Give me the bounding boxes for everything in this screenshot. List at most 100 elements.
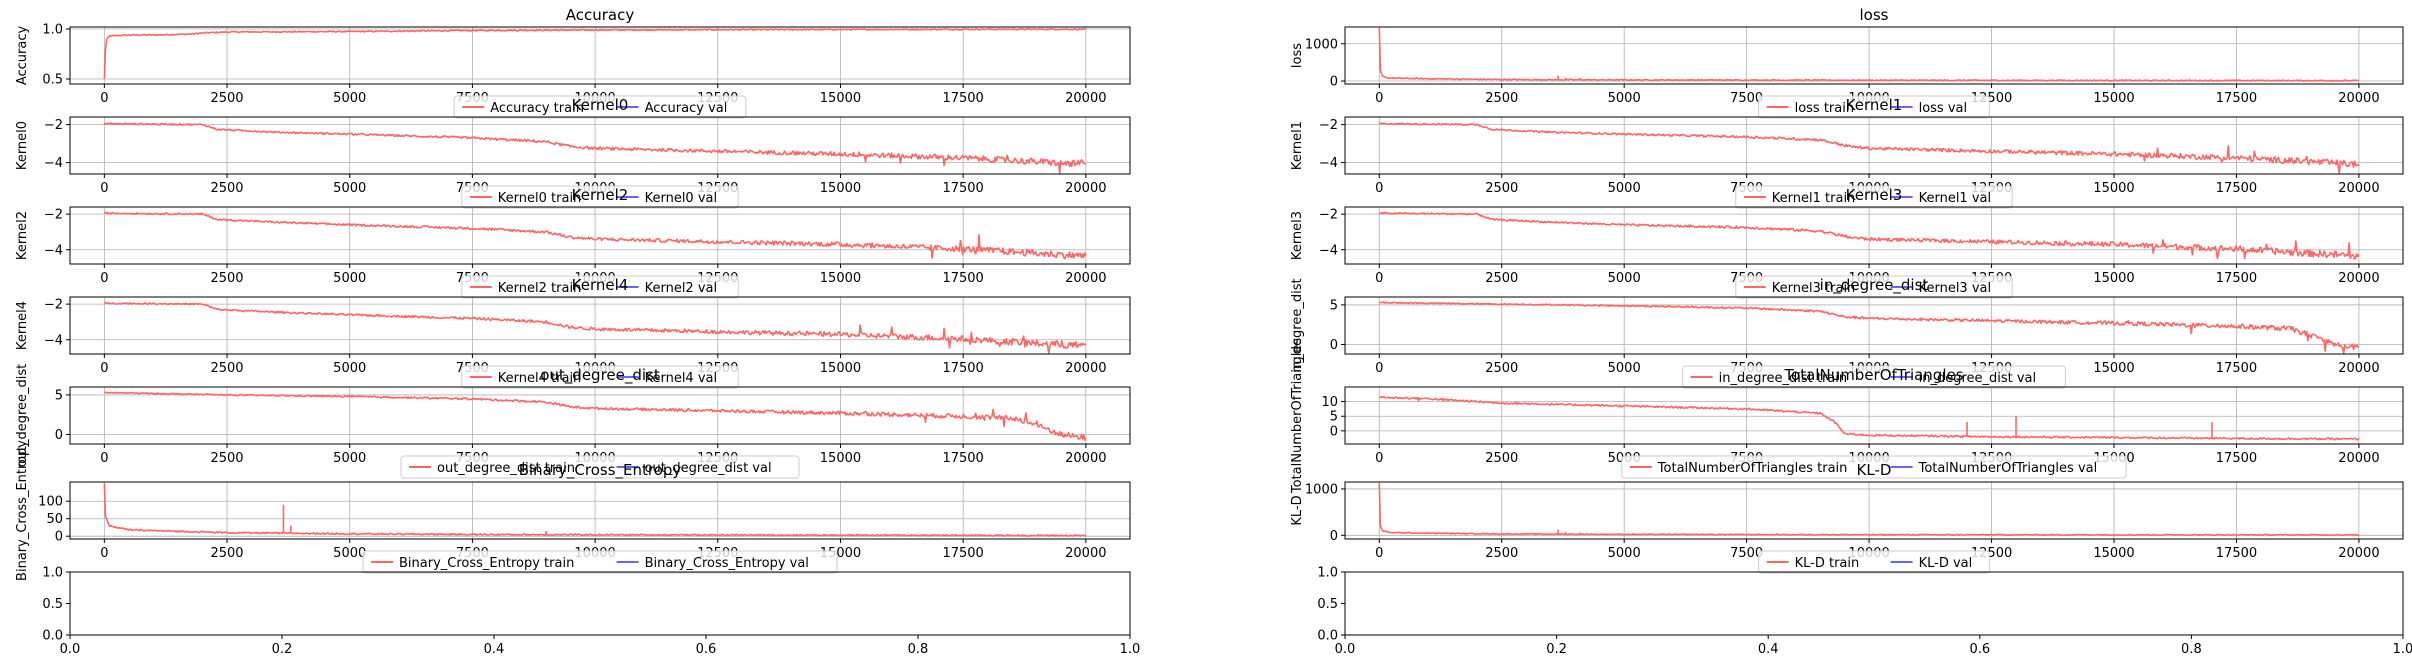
x-tick-label: 0.0 (60, 642, 81, 657)
y-tick-label: 0 (1330, 529, 1338, 544)
legend: in_degree_dist train in_degree_dist val (1682, 365, 2066, 389)
series-line-TotalNumberOfTriangles-train (1379, 395, 2360, 441)
x-tick-label: 17500 (2216, 361, 2257, 376)
series-line-Kernel1-train (1378, 122, 2360, 174)
legend: out_degree_dist train out_degree_dist val (400, 455, 800, 479)
y-tick-label: 5 (1330, 298, 1338, 313)
y-tick-label: 1.0 (42, 566, 63, 581)
subplot-11: 0250050007500100001250015000175002000001… (1290, 461, 2404, 574)
y-tick-label: 50 (46, 512, 63, 527)
x-tick-label: 15000 (820, 91, 861, 106)
legend: KL-D train KL-D val (1758, 550, 1990, 574)
x-tick-label: 0 (100, 546, 108, 561)
series-line-Kernel2-train (104, 211, 1087, 260)
x-tick-label: 5000 (333, 91, 366, 106)
x-tick-label: 0 (100, 451, 108, 466)
x-tick-label: 5000 (1608, 271, 1641, 286)
y-tick-label: 0.5 (1317, 597, 1338, 612)
subplot-title: loss (1860, 6, 1889, 24)
subplot-2: 02500500075001000012500150001750020000−4… (15, 96, 1131, 209)
y-tick-label: −4 (44, 243, 63, 258)
x-tick-label: 17500 (942, 451, 983, 466)
axes-frame (69, 206, 1131, 265)
x-tick-label: 2500 (1485, 91, 1518, 106)
subplot-title: Kernel4 (572, 276, 629, 294)
legend-entry: Kernel0 train (498, 191, 582, 206)
subplot-title: Kernel2 (572, 186, 629, 204)
legend-box (1758, 95, 1990, 119)
x-tick-label: 20000 (2338, 451, 2379, 466)
legend-entry: loss val (1919, 101, 1968, 116)
subplot-9: 0250050007500100001250015000175002000005… (1290, 338, 2404, 494)
x-tick-label: 2500 (210, 546, 243, 561)
axes-frame (1344, 481, 2404, 540)
legend-entry: KL-D val (1919, 556, 1973, 571)
x-tick-label: 20000 (2338, 546, 2379, 561)
y-tick-label: 0 (1330, 338, 1338, 353)
x-tick-label: 15000 (2093, 271, 2134, 286)
x-tick-label: 20000 (1065, 546, 1106, 561)
y-axis-label: Binary_Cross_Entropy (15, 440, 30, 581)
y-axis-label: Kernel2 (15, 211, 30, 260)
x-tick-label: 20000 (2338, 361, 2379, 376)
x-tick-label: 20000 (1065, 271, 1106, 286)
x-tick-label: 17500 (942, 546, 983, 561)
x-tick-label: 0 (1375, 181, 1383, 196)
y-axis-label: Accuracy (15, 26, 30, 86)
y-tick-label: −2 (44, 118, 63, 133)
subplot-12: 0.0 0.2 0.4 0.6 0.8 1.0 0.0 0.5 1.0 (42, 566, 1140, 658)
x-tick-label: 5000 (333, 271, 366, 286)
axes-frame (1344, 116, 2404, 175)
series-line-in_degree_dist-train (1379, 301, 2360, 354)
legend-box (1735, 185, 2013, 209)
series-line-Kernel4-train (104, 301, 1087, 354)
x-tick-label: 2500 (1485, 546, 1518, 561)
subplot-13: 0.0 0.2 0.4 0.6 0.8 1.0 0.0 0.5 1.0 (1317, 566, 2412, 658)
x-tick-label: 0.8 (908, 642, 929, 657)
x-tick-label: 15000 (2093, 181, 2134, 196)
legend-entry: KL-D train (1795, 556, 1860, 571)
subplot-title: Kernel0 (572, 96, 629, 114)
subplot-6: 02500500075001000012500150001750020000−4… (15, 276, 1131, 389)
y-tick-label: −4 (44, 156, 63, 171)
x-tick-label: 7500 (1730, 91, 1763, 106)
legend-box (461, 185, 739, 209)
y-tick-label: 0.0 (1317, 629, 1338, 644)
x-tick-label: 5000 (333, 181, 366, 196)
legend-entry: Kernel4 train (498, 371, 582, 386)
legend: Kernel2 train Kernel2 val (461, 275, 739, 299)
legend-box (362, 550, 838, 574)
subplot-4: 02500500075001000012500150001750020000−4… (15, 186, 1131, 299)
y-tick-label: −4 (1319, 156, 1338, 171)
x-tick-label: 20000 (1065, 361, 1106, 376)
x-tick-label: 17500 (2216, 451, 2257, 466)
x-tick-label: 17500 (942, 271, 983, 286)
legend-entry: Kernel2 val (645, 281, 718, 296)
x-tick-label: 17500 (942, 181, 983, 196)
legend: Kernel4 train Kernel4 val (461, 365, 739, 389)
y-axis-label: Kernel4 (15, 301, 30, 350)
y-tick-label: −2 (1319, 118, 1338, 133)
legend-entry: Accuracy train (490, 101, 584, 116)
legend-entry: Kernel0 val (645, 191, 718, 206)
y-tick-label: 0 (1330, 75, 1338, 90)
x-tick-label: 15000 (820, 361, 861, 376)
series-line-Binary_Cross_Entropy-train (103, 483, 1087, 537)
subplot-title: KL-D (1857, 461, 1892, 479)
axes-frame (1344, 571, 2404, 636)
subplot-3: 02500500075001000012500150001750020000−4… (1290, 96, 2404, 209)
x-tick-label: 0 (100, 361, 108, 376)
y-tick-label: 0 (55, 530, 63, 545)
series-line-out_degree_dist-train (104, 391, 1087, 441)
subplot-5: 02500500075001000012500150001750020000−4… (1290, 186, 2404, 299)
x-tick-label: 0.8 (2181, 642, 2202, 657)
subplot-7: 0250050007500100001250015000175002000005… (1290, 276, 2404, 389)
legend-box (453, 95, 747, 119)
y-tick-label: 0.5 (42, 73, 63, 88)
legend: TotalNumberOfTriangles train TotalNumberO… (1621, 455, 2127, 479)
series-line-Kernel3-train (1378, 211, 2360, 260)
subplot-title: Accuracy (566, 6, 635, 24)
y-tick-label: −2 (1319, 208, 1338, 223)
x-tick-label: 17500 (942, 91, 983, 106)
